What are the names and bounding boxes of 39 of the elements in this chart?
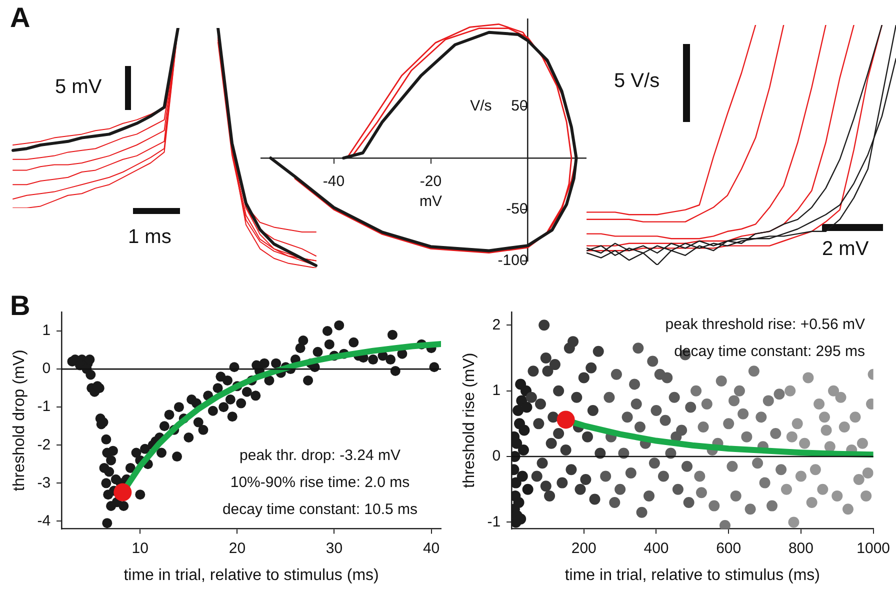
x-tick-label: 800	[788, 540, 814, 557]
annotation: 5 mV	[55, 76, 102, 99]
y-tick-label: 1	[42, 322, 51, 340]
x-tick-label: 600	[716, 540, 742, 557]
x-tick-label: 20	[228, 540, 246, 557]
x-axis-title: time in trial, relative to stimulus (ms)	[124, 566, 379, 584]
annotation: decay time constant: 295 ms	[673, 343, 865, 360]
y-tick-label: -3	[37, 474, 51, 492]
x-tick-label: 10	[132, 540, 148, 557]
y-tick-label: -1	[487, 513, 501, 530]
annotation: peak thr. drop: -3.24 mV	[238, 447, 402, 464]
x-tick-label: 40	[422, 540, 440, 557]
y-tick-label: 0	[492, 448, 501, 465]
annotation: 2 mV	[822, 238, 869, 261]
text: B	[10, 290, 30, 322]
x-tick-label: 1000	[856, 540, 890, 557]
y-tick-label: -4	[37, 512, 51, 530]
y-tick-label: 2	[492, 316, 501, 334]
y-tick-label: 1	[492, 382, 501, 399]
annotation: decay time constant: 10.5 ms	[221, 501, 419, 518]
y-axis-title: threshold rise (mV)	[461, 352, 478, 488]
annotation: A	[10, 2, 30, 34]
x-axis-title: mV	[420, 193, 442, 210]
x-tick-label: 200	[571, 540, 596, 557]
x-tick-label: -20	[420, 173, 442, 190]
text: 1 ms	[128, 226, 172, 249]
x-axis-title: time in trial, relative to stimulus (ms)	[564, 566, 820, 584]
y-axis-title: threshold drop (mV)	[11, 350, 28, 492]
x-tick-label: 400	[644, 540, 669, 557]
y-tick-label: -2	[37, 436, 51, 454]
y-tick-label: -1	[37, 398, 51, 416]
annotation: 5 V/s	[614, 70, 660, 93]
y-tick-label: -100	[498, 252, 528, 270]
y-tick-label: 0	[42, 360, 51, 378]
annotation: peak threshold rise: +0.56 mV	[664, 316, 865, 333]
x-tick-label: -40	[322, 173, 345, 190]
annotation: 10%-90% rise time: 2.0 ms	[229, 474, 411, 491]
x-tick-label: 30	[326, 540, 343, 557]
y-axis-title: V/s	[470, 98, 492, 115]
